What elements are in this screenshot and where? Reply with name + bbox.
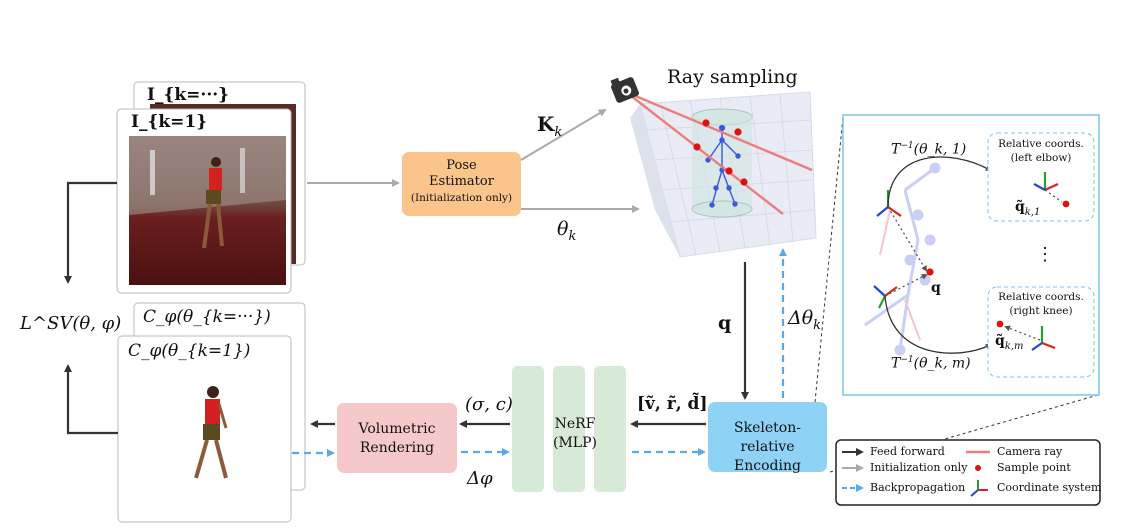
vrd-label: [ṽ, r̃, d̃] [637,394,708,414]
delta-phi-label: Δφ [467,468,493,489]
pose-estimator-label: Pose Estimator (Initialization only) [410,158,513,204]
nerf-label: NeRF (MLP) [553,416,597,451]
nerf-mlp-block [512,366,626,492]
camera-icon [610,77,639,103]
zoom-skeleton [864,156,992,356]
loss-arrows [64,181,118,435]
tm-label: T−1(θ_k, m) [891,355,971,372]
legend-symbols [842,448,990,497]
legend-init-only: Initialization only [870,461,968,474]
legend-box [835,439,1101,506]
volumetric-label: Volumetric Rendering [358,421,436,456]
legend-backprop: Backpropagation [870,481,966,494]
delta-theta-label: Δθk [788,307,822,333]
person-figure-input [202,157,224,249]
person-figure-render [194,386,228,479]
arrow-pose-to-camera [520,108,607,161]
ray-sampling-title: Ray sampling [667,66,798,88]
render-back-label: C_φ(θ_{k=···}) [143,307,271,327]
rel-elbow-label: Relative coords. (left elbow) [998,138,1084,164]
sigma-c-label: (σ, c) [465,394,513,415]
zoom-connector-bottom [829,394,1099,473]
q-km-label: q̃k,m [995,333,1024,352]
legend-feed-forward: Feed forward [870,445,945,458]
input-image-stack [116,81,306,294]
loss-label: L^SV(θ, φ) [20,313,122,334]
render-stack [117,302,306,523]
theta-label: θk [557,218,577,244]
image-back-label: I_{k=···} [147,85,230,105]
legend-sample-point: Sample point [997,461,1071,474]
q-k1-label: q̃k,1 [1015,199,1041,218]
skeleton-encoding-label: Skeleton-relative Encoding [734,420,801,474]
pose-estimator-box [402,152,521,216]
sample-point-q [926,268,934,276]
q-label: q [718,312,732,334]
zoom-dots: ⋮ [1036,244,1054,265]
render-front-label: C_φ(θ_{k=1}) [128,341,251,361]
legend-camera-ray: Camera ray [997,445,1063,458]
skeleton-encoding-box [708,402,827,472]
t1-label: T−1(θ_k, 1) [891,141,967,158]
zoom-q-label: q [931,280,941,296]
k-label: Kk [537,112,563,140]
rel-knee-label: Relative coords. (right knee) [998,291,1084,317]
image-front-label: I_{k=1} [131,112,208,132]
relative-coords-box-elbow [987,132,1095,222]
ray-sampling-scene [610,77,817,258]
volumetric-rendering-box [337,403,457,473]
legend-coord-system: Coordinate system [997,481,1102,494]
zoom-connector-top [814,116,844,403]
